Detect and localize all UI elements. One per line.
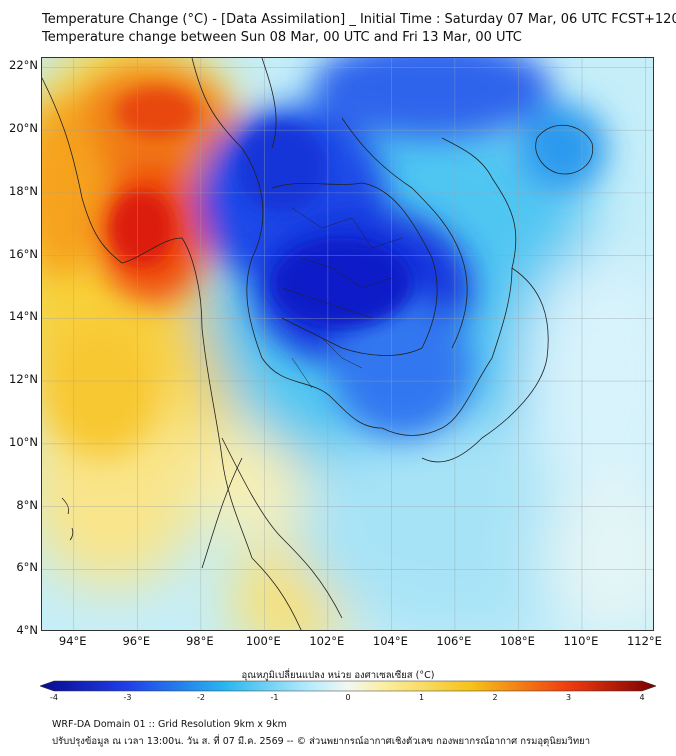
coastline-vietnam-south — [421, 267, 549, 463]
cold-laos-peak — [237, 123, 327, 213]
lon-label: 106°E — [436, 634, 472, 648]
lat-label: 6°N — [16, 560, 38, 575]
lat-label: 20°N — [9, 121, 38, 136]
colorbar-tick-label: -4 — [50, 693, 58, 702]
colorbar-tick-label: -2 — [197, 693, 205, 702]
temperature-map — [42, 58, 653, 630]
borders-provinces — [281, 207, 403, 389]
lon-label: 112°E — [626, 634, 662, 648]
coastline-gulf-of-thailand — [251, 137, 517, 630]
colorbar-tick-label: -3 — [123, 693, 132, 702]
lon-label: 98°E — [185, 634, 214, 648]
warm-andaman-core — [42, 318, 162, 458]
lat-label: 18°N — [9, 183, 38, 198]
coastline-myanmar-west — [42, 77, 253, 559]
border-thailand — [241, 147, 438, 359]
lat-label: 16°N — [9, 246, 38, 261]
footer-credit: ปรับปรุงข้อมูล ณ เวลา 13:00น. วัน ส. ที่… — [52, 736, 591, 747]
colorbar-title: อุณหภูมิเปลี่ยนแปลง หน่วย องศาเซลเซียส (… — [241, 670, 435, 681]
map-title: Temperature Change (°C) - [Data Assimila… — [42, 12, 676, 27]
lon-label: 104°E — [372, 634, 408, 648]
lon-label: 102°E — [309, 634, 345, 648]
lon-label: 108°E — [499, 634, 535, 648]
lon-label: 110°E — [563, 634, 599, 648]
coastline-andaman-islands — [61, 497, 74, 541]
map-panel — [41, 57, 654, 631]
lon-label: 94°E — [58, 634, 87, 648]
border-myanmar-china — [191, 58, 277, 149]
coastline-malay-peninsula — [201, 437, 343, 619]
cold-ne-peak — [272, 238, 412, 328]
lat-label: 4°N — [16, 623, 38, 637]
cold-cambodia-core — [332, 298, 472, 438]
colorbar — [40, 680, 656, 692]
anomaly-field — [42, 58, 653, 630]
graticule — [42, 58, 653, 630]
lon-label: 100°E — [245, 634, 281, 648]
coastlines-and-borders — [42, 58, 594, 630]
colorbar-tick-label: -1 — [270, 693, 279, 702]
neutral-southeast — [542, 478, 653, 630]
warm-myanmar-peak — [110, 190, 174, 266]
map-subtitle: Temperature change between Sun 08 Mar, 0… — [42, 30, 522, 45]
lat-label: 8°N — [16, 497, 38, 512]
colorbar-tick-label: 1 — [418, 693, 425, 702]
warm-north-peak — [117, 88, 197, 138]
colorbar-tick-label: 3 — [565, 693, 572, 702]
colorbar-tick-label: 4 — [639, 693, 645, 702]
lat-label: 14°N — [9, 309, 38, 324]
warm-west-edge — [42, 98, 102, 278]
lat-label: 12°N — [9, 372, 38, 387]
lon-label: 96°E — [122, 634, 151, 648]
lat-label: 22°N — [9, 58, 38, 73]
colorbar-tick-label: 0 — [345, 693, 351, 702]
colorbar-tick-label: 2 — [492, 693, 498, 702]
neutral-east-sea — [522, 248, 653, 508]
footer-resolution: WRF-DA Domain 01 :: Grid Resolution 9km … — [52, 719, 287, 730]
colorbar-bar — [40, 680, 656, 692]
cold-hainan-core — [517, 103, 607, 193]
cold-south-china-core — [312, 58, 552, 138]
border-laos-vietnam — [341, 117, 468, 349]
lat-label: 10°N — [9, 434, 38, 449]
coastline-hainan — [535, 124, 594, 175]
